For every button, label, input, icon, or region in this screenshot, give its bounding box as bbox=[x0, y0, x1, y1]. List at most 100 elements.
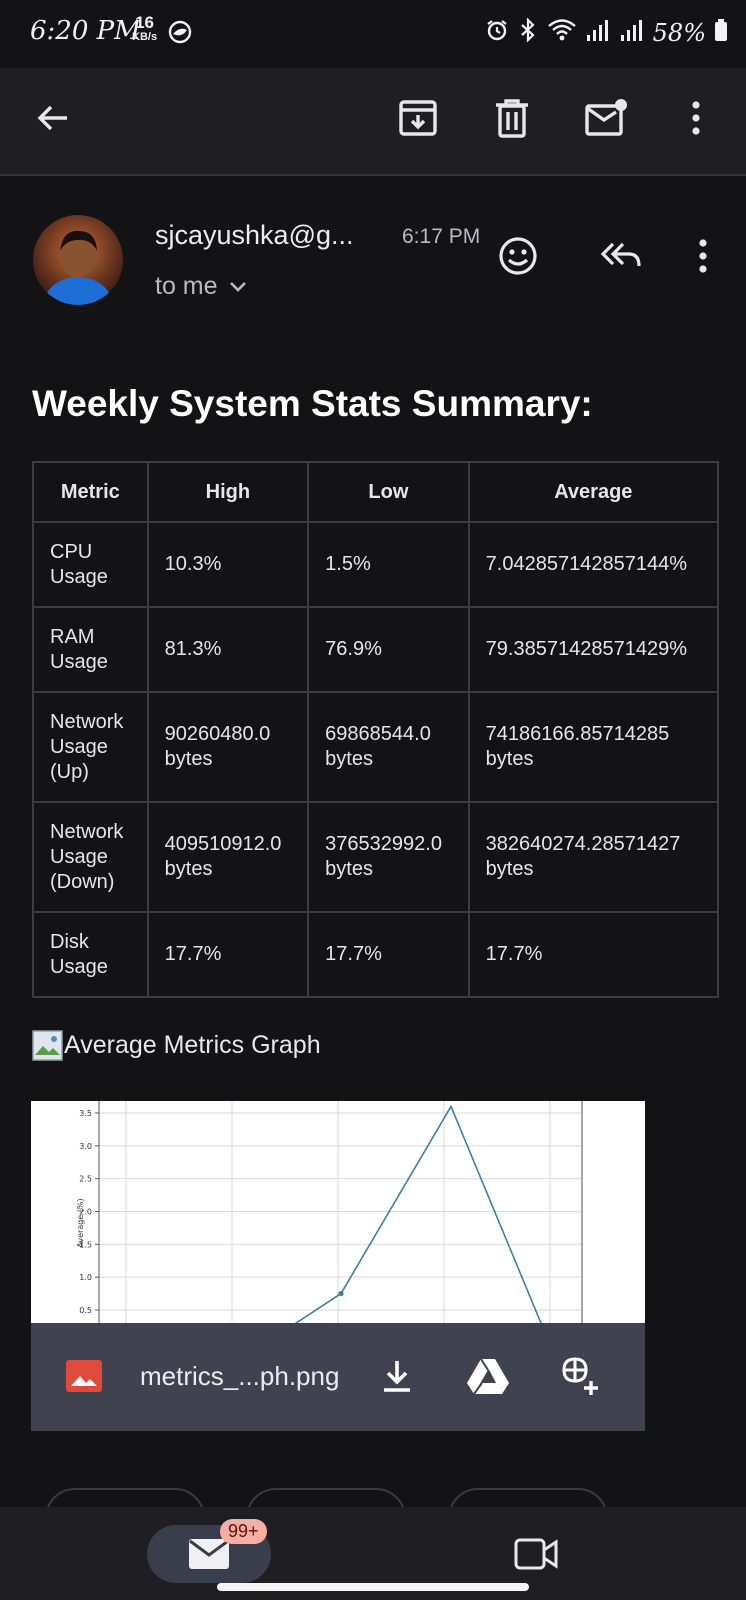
recipient-label: to me bbox=[155, 272, 218, 300]
mark-unread-icon bbox=[585, 99, 627, 136]
attachment-filename[interactable]: metrics_...ph.png bbox=[140, 1361, 340, 1391]
metric-cell: CPU Usage bbox=[32, 521, 149, 608]
network-speed-unit: KB/s bbox=[132, 31, 158, 43]
alarm-icon bbox=[485, 18, 509, 47]
average-cell: 79.38571428571429% bbox=[467, 606, 720, 693]
header-high: High bbox=[146, 461, 310, 523]
video-camera-icon bbox=[514, 1538, 558, 1570]
sent-time: 6:17 PM bbox=[402, 225, 481, 248]
low-cell: 69868544.0 bytes bbox=[307, 691, 470, 803]
nav-meet-tab[interactable] bbox=[510, 1532, 562, 1576]
metric-cell: RAM Usage bbox=[32, 606, 149, 693]
y-tick-label: 1.0 bbox=[79, 1273, 92, 1282]
table-row: Network Usage (Up) 90260480.0 bytes 6986… bbox=[32, 691, 720, 803]
table-row: Network Usage (Down) 409510912.0 bytes 3… bbox=[32, 801, 720, 913]
high-cell: 17.7% bbox=[146, 911, 310, 998]
average-cell: 7.042857142857144% bbox=[467, 521, 720, 608]
mark-unread-button[interactable] bbox=[580, 92, 632, 144]
y-tick-label: 1.5 bbox=[79, 1240, 92, 1249]
metric-cell: Disk Usage bbox=[32, 911, 149, 998]
high-cell: 409510912.0 bytes bbox=[146, 801, 310, 913]
unread-count-badge: 99+ bbox=[220, 1519, 267, 1544]
mail-icon bbox=[189, 1539, 229, 1569]
email-toolbar bbox=[0, 68, 746, 176]
data-point bbox=[338, 1290, 344, 1297]
emoji-icon bbox=[499, 237, 537, 275]
reply-all-icon bbox=[600, 242, 641, 267]
header-low: Low bbox=[307, 461, 470, 523]
more-options-button[interactable] bbox=[670, 92, 722, 144]
low-cell: 1.5% bbox=[307, 521, 470, 608]
table-row: RAM Usage 81.3% 76.9% 79.38571428571429% bbox=[32, 606, 720, 693]
stats-table: Metric High Low Average CPU Usage 10.3% … bbox=[32, 461, 720, 998]
email-title: Weekly System Stats Summary: bbox=[32, 383, 593, 424]
nav-mail-tab[interactable] bbox=[147, 1525, 271, 1583]
delete-button[interactable] bbox=[486, 92, 538, 144]
image-file-icon bbox=[59, 1351, 109, 1401]
battery-icon bbox=[714, 18, 728, 47]
photos-add-icon bbox=[562, 1357, 598, 1395]
status-bar: 6:20 PM 16 KB/s 58% bbox=[0, 0, 746, 68]
header-metric: Metric bbox=[32, 461, 149, 523]
table-row: CPU Usage 10.3% 1.5% 7.042857142857144% bbox=[32, 521, 720, 608]
recipient-toggle[interactable]: to me bbox=[155, 272, 248, 301]
series-line bbox=[294, 1104, 542, 1323]
signal-icon bbox=[585, 19, 611, 46]
sender-name[interactable]: sjcayushka@g... bbox=[155, 220, 354, 250]
status-icons: 58% bbox=[485, 17, 728, 47]
archive-button[interactable] bbox=[392, 92, 444, 144]
download-button[interactable] bbox=[372, 1351, 422, 1401]
average-cell: 74186166.85714285 bytes bbox=[467, 691, 720, 803]
more-vert-icon bbox=[692, 101, 700, 135]
delete-icon bbox=[496, 99, 528, 138]
signal-icon-2 bbox=[619, 19, 645, 46]
network-speed: 16 KB/s bbox=[132, 13, 158, 44]
message-more-button[interactable] bbox=[679, 232, 727, 280]
y-tick-labels: 0.5 1.0 1.5 2.0 2.5 3.0 3.5 bbox=[79, 1109, 99, 1315]
graph-alt-text: Average Metrics Graph bbox=[32, 1030, 321, 1061]
save-to-drive-button[interactable] bbox=[463, 1351, 513, 1401]
low-cell: 376532992.0 bytes bbox=[307, 801, 470, 913]
low-cell: 17.7% bbox=[307, 911, 470, 998]
y-tick-label: 2.0 bbox=[79, 1207, 92, 1216]
home-indicator[interactable] bbox=[217, 1583, 529, 1591]
series-points bbox=[338, 1290, 344, 1297]
download-icon bbox=[384, 1361, 410, 1392]
battery-percent: 58% bbox=[652, 18, 706, 47]
y-tick-label: 3.0 bbox=[79, 1142, 92, 1151]
archive-icon bbox=[399, 100, 437, 136]
network-speed-value: 16 bbox=[135, 13, 154, 32]
reply-all-button[interactable] bbox=[597, 232, 645, 280]
high-cell: 90260480.0 bytes bbox=[146, 691, 310, 803]
y-axis-label: Average (%) bbox=[76, 1198, 85, 1247]
y-tick-label: 3.5 bbox=[79, 1109, 92, 1118]
broken-image-icon bbox=[32, 1030, 63, 1061]
table-row: Disk Usage 17.7% 17.7% 17.7% bbox=[32, 911, 720, 998]
high-cell: 81.3% bbox=[146, 606, 310, 693]
add-to-photos-button[interactable] bbox=[553, 1351, 603, 1401]
average-cell: 382640274.28571427 bytes bbox=[467, 801, 720, 913]
bluetooth-icon bbox=[517, 17, 539, 47]
status-time: 6:20 PM bbox=[30, 16, 141, 46]
chart-grid-vertical bbox=[125, 1101, 551, 1323]
chevron-down-icon bbox=[229, 281, 246, 292]
graph-alt-label: Average Metrics Graph bbox=[64, 1031, 321, 1059]
average-cell: 17.7% bbox=[467, 911, 720, 998]
header-average: Average bbox=[467, 461, 720, 523]
metric-cell: Network Usage (Down) bbox=[32, 801, 149, 913]
attachment-bar: metrics_...ph.png bbox=[31, 1323, 645, 1431]
low-cell: 76.9% bbox=[307, 606, 470, 693]
drive-icon bbox=[467, 1358, 509, 1395]
chart-grid-horizontal bbox=[99, 1112, 582, 1311]
metrics-graph-image[interactable]: 0.5 1.0 1.5 2.0 2.5 3.0 3.5 Average (%) bbox=[31, 1101, 645, 1323]
sender-avatar[interactable] bbox=[33, 215, 123, 305]
table-header-row: Metric High Low Average bbox=[32, 461, 720, 523]
add-reaction-button[interactable] bbox=[494, 232, 542, 280]
back-button[interactable] bbox=[27, 92, 79, 144]
high-cell: 10.3% bbox=[146, 521, 310, 608]
more-vert-icon bbox=[699, 239, 707, 273]
wifi-icon bbox=[547, 18, 577, 47]
metric-cell: Network Usage (Up) bbox=[32, 691, 149, 803]
sync-status-icon bbox=[168, 20, 192, 49]
y-tick-label: 0.5 bbox=[79, 1306, 92, 1315]
